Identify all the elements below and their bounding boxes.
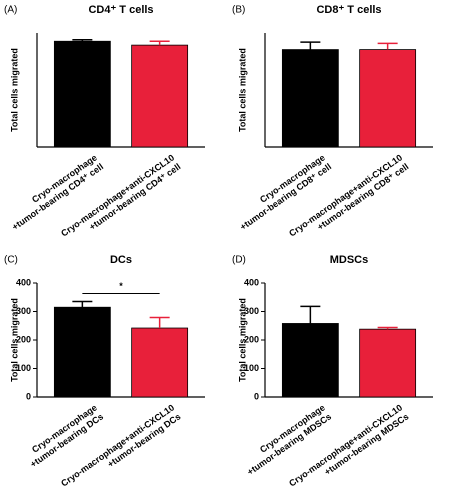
chart-title: DCs — [110, 254, 132, 266]
bar — [281, 49, 339, 148]
y-tick-label: 400 — [244, 277, 259, 287]
y-axis-label: Total cells migrated — [9, 298, 19, 382]
y-tick-label: 200 — [16, 334, 31, 344]
y-tick-label: 200 — [244, 334, 259, 344]
bar — [359, 49, 417, 148]
y-tick-label: 300 — [16, 306, 31, 316]
y-tick-label: 0 — [254, 391, 259, 401]
panel-label: (A) — [4, 5, 17, 16]
y-tick-label: 100 — [16, 363, 31, 373]
y-tick-label: 400 — [16, 277, 31, 287]
chart-title: CD8⁺ T cells — [316, 4, 381, 16]
bar — [359, 328, 417, 398]
x-tick-label: +tumor-bearing MDSCs — [323, 411, 411, 477]
y-axis-label: Total cells migrated — [237, 48, 247, 132]
y-tick-label: 0 — [26, 391, 31, 401]
chart-title: CD4⁺ T cells — [88, 4, 153, 16]
bar — [53, 306, 111, 398]
y-tick-label: 300 — [244, 306, 259, 316]
y-axis-label: Total cells migrated — [237, 298, 247, 382]
bar — [131, 327, 189, 398]
panel-label: (C) — [4, 255, 18, 266]
y-axis-label: Total cells migrated — [9, 48, 19, 132]
y-tick-label: 100 — [244, 363, 259, 373]
bar — [131, 44, 189, 148]
significance-label: * — [119, 281, 123, 291]
bar — [53, 40, 111, 148]
bar — [281, 323, 339, 398]
panel-label: (B) — [232, 5, 245, 16]
chart-title: MDSCs — [330, 254, 369, 266]
panel-label: (D) — [232, 255, 246, 266]
